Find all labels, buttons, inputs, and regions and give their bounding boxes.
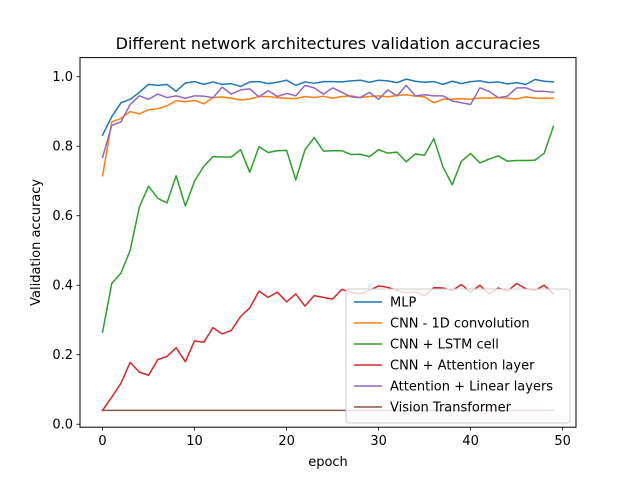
legend-box — [345, 288, 571, 424]
legend: MLP CNN - 1D convolution CNN + LSTM cell CN… — [345, 288, 571, 424]
series-line-0 — [101, 78, 555, 137]
x-tick-label: 30 — [370, 434, 387, 449]
plot-area — [79, 57, 577, 428]
x-axis-label: epoch — [308, 455, 348, 470]
y-tick-label: 0.0 — [52, 418, 73, 433]
x-tick-label: 40 — [462, 434, 479, 449]
x-axis: 0 10 20 30 40 50 — [98, 427, 571, 449]
legend-label-4: Attention + Linear layers — [390, 380, 553, 395]
y-axis-label: Validation accuracy — [29, 179, 44, 306]
y-tick-label: 0.4 — [52, 279, 73, 294]
x-tick-label: 10 — [186, 434, 203, 449]
x-tick-label: 0 — [98, 434, 106, 449]
x-tick-label: 20 — [278, 434, 295, 449]
chart-title: Different network architectures validati… — [116, 34, 541, 53]
legend-label-0: MLP — [390, 296, 416, 311]
series-line-2 — [101, 125, 555, 334]
y-axis: 0.0 0.2 0.4 0.6 0.8 1.0 — [52, 70, 80, 433]
y-tick-label: 0.8 — [52, 140, 73, 155]
y-tick-label: 0.6 — [52, 209, 73, 224]
y-tick-label: 0.2 — [52, 348, 73, 363]
legend-label-3: CNN + Attention layer — [390, 359, 535, 374]
series-line-4 — [101, 84, 555, 159]
legend-label-5: Vision Transformer — [390, 401, 512, 416]
x-tick-label: 50 — [554, 434, 571, 449]
plot-frame — [79, 57, 577, 428]
legend-label-2: CNN + LSTM cell — [390, 338, 499, 353]
series-line-3 — [101, 282, 555, 412]
series-line-1 — [101, 94, 555, 177]
y-tick-label: 1.0 — [52, 70, 73, 85]
legend-label-1: CNN - 1D convolution — [390, 317, 530, 332]
